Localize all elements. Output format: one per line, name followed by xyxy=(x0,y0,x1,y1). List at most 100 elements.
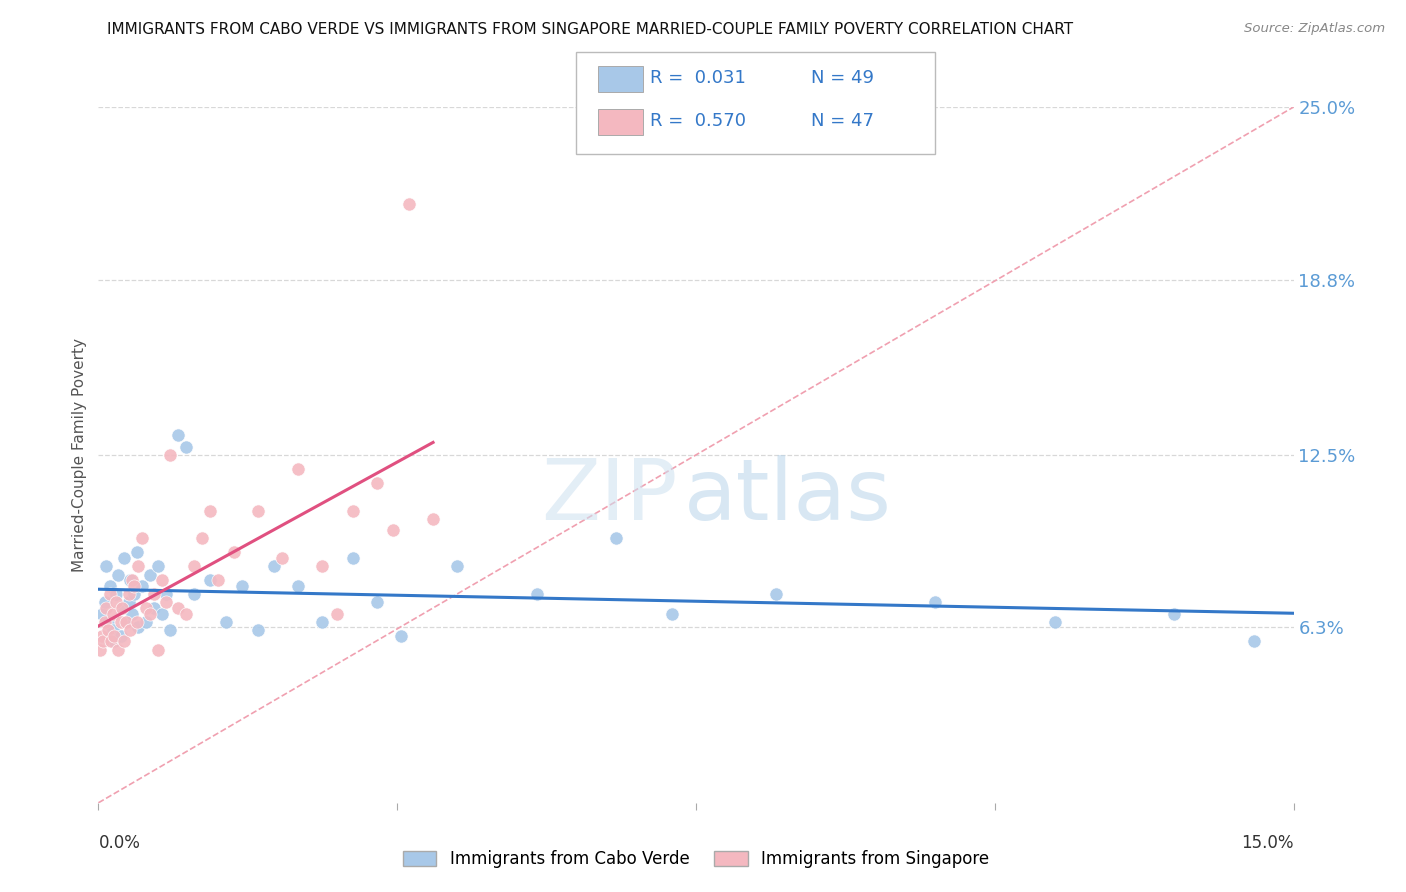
Point xyxy=(246,624,269,638)
Point xyxy=(139,567,162,582)
Point xyxy=(1243,634,1265,648)
Point xyxy=(342,503,364,517)
Point xyxy=(148,559,170,574)
Point xyxy=(104,587,127,601)
Point xyxy=(131,532,153,546)
Point xyxy=(167,428,190,442)
Point xyxy=(326,607,349,621)
Point xyxy=(222,545,245,559)
Point xyxy=(100,634,122,648)
Point xyxy=(605,532,627,546)
Point xyxy=(924,595,946,609)
Point xyxy=(1163,607,1185,621)
Point xyxy=(765,587,787,601)
Point xyxy=(127,620,149,634)
Text: R =  0.031: R = 0.031 xyxy=(650,70,745,87)
Point xyxy=(159,448,181,462)
Point xyxy=(382,523,405,537)
Point xyxy=(97,615,120,629)
Point xyxy=(103,629,125,643)
Point xyxy=(159,624,181,638)
Point xyxy=(98,587,121,601)
Point xyxy=(311,615,333,629)
Point xyxy=(118,587,141,601)
Point xyxy=(111,601,134,615)
Point xyxy=(191,532,214,546)
Point xyxy=(110,629,132,643)
Legend: Immigrants from Cabo Verde, Immigrants from Singapore: Immigrants from Cabo Verde, Immigrants f… xyxy=(396,843,995,874)
Y-axis label: Married-Couple Family Poverty: Married-Couple Family Poverty xyxy=(72,338,87,572)
Point xyxy=(155,587,177,601)
Point xyxy=(97,624,120,638)
Point xyxy=(94,615,117,629)
Point xyxy=(125,615,148,629)
Point xyxy=(107,567,129,582)
Point xyxy=(183,559,205,574)
Point xyxy=(111,601,134,615)
Point xyxy=(112,550,135,565)
Point xyxy=(155,595,177,609)
Point xyxy=(148,642,170,657)
Text: IMMIGRANTS FROM CABO VERDE VS IMMIGRANTS FROM SINGAPORE MARRIED-COUPLE FAMILY PO: IMMIGRANTS FROM CABO VERDE VS IMMIGRANTS… xyxy=(107,22,1074,37)
Point xyxy=(167,601,190,615)
Point xyxy=(101,607,124,621)
Point xyxy=(661,607,683,621)
Point xyxy=(231,579,253,593)
Point xyxy=(270,550,292,565)
Text: ZIP: ZIP xyxy=(541,455,678,538)
Point xyxy=(124,579,146,593)
Point xyxy=(120,573,142,587)
Point xyxy=(526,587,548,601)
Point xyxy=(215,615,238,629)
Text: N = 47: N = 47 xyxy=(811,112,875,130)
Text: R =  0.570: R = 0.570 xyxy=(650,112,745,130)
Point xyxy=(389,629,412,643)
Point xyxy=(103,634,125,648)
Point xyxy=(94,595,117,609)
Point xyxy=(90,629,112,643)
Point xyxy=(263,559,285,574)
Point xyxy=(121,607,143,621)
Point xyxy=(183,587,205,601)
Point xyxy=(115,615,138,629)
Point xyxy=(446,559,468,574)
Point xyxy=(89,642,111,657)
Point xyxy=(101,624,124,638)
Point xyxy=(91,607,114,621)
Point xyxy=(96,601,118,615)
Point xyxy=(91,634,114,648)
Point xyxy=(104,595,127,609)
Point xyxy=(121,573,143,587)
Point xyxy=(398,197,420,211)
Point xyxy=(246,503,269,517)
Point xyxy=(139,607,162,621)
Point xyxy=(118,595,141,609)
Text: N = 49: N = 49 xyxy=(811,70,875,87)
Text: Source: ZipAtlas.com: Source: ZipAtlas.com xyxy=(1244,22,1385,36)
Text: atlas: atlas xyxy=(685,455,891,538)
Point xyxy=(150,573,173,587)
Point xyxy=(127,559,149,574)
Point xyxy=(143,587,166,601)
Point xyxy=(115,615,138,629)
Point xyxy=(1043,615,1066,629)
Point xyxy=(98,579,122,593)
Point xyxy=(422,512,444,526)
Point xyxy=(107,642,129,657)
Point xyxy=(311,559,333,574)
Point xyxy=(124,587,146,601)
Point xyxy=(110,615,132,629)
Point xyxy=(287,462,309,476)
Point xyxy=(198,503,221,517)
Point xyxy=(366,475,388,490)
Point xyxy=(198,573,221,587)
Point xyxy=(96,559,118,574)
Point xyxy=(342,550,364,565)
Point xyxy=(287,579,309,593)
Point xyxy=(150,607,173,621)
Point xyxy=(207,573,229,587)
Point xyxy=(135,615,157,629)
Point xyxy=(143,601,166,615)
Point xyxy=(131,579,153,593)
Point xyxy=(112,634,135,648)
